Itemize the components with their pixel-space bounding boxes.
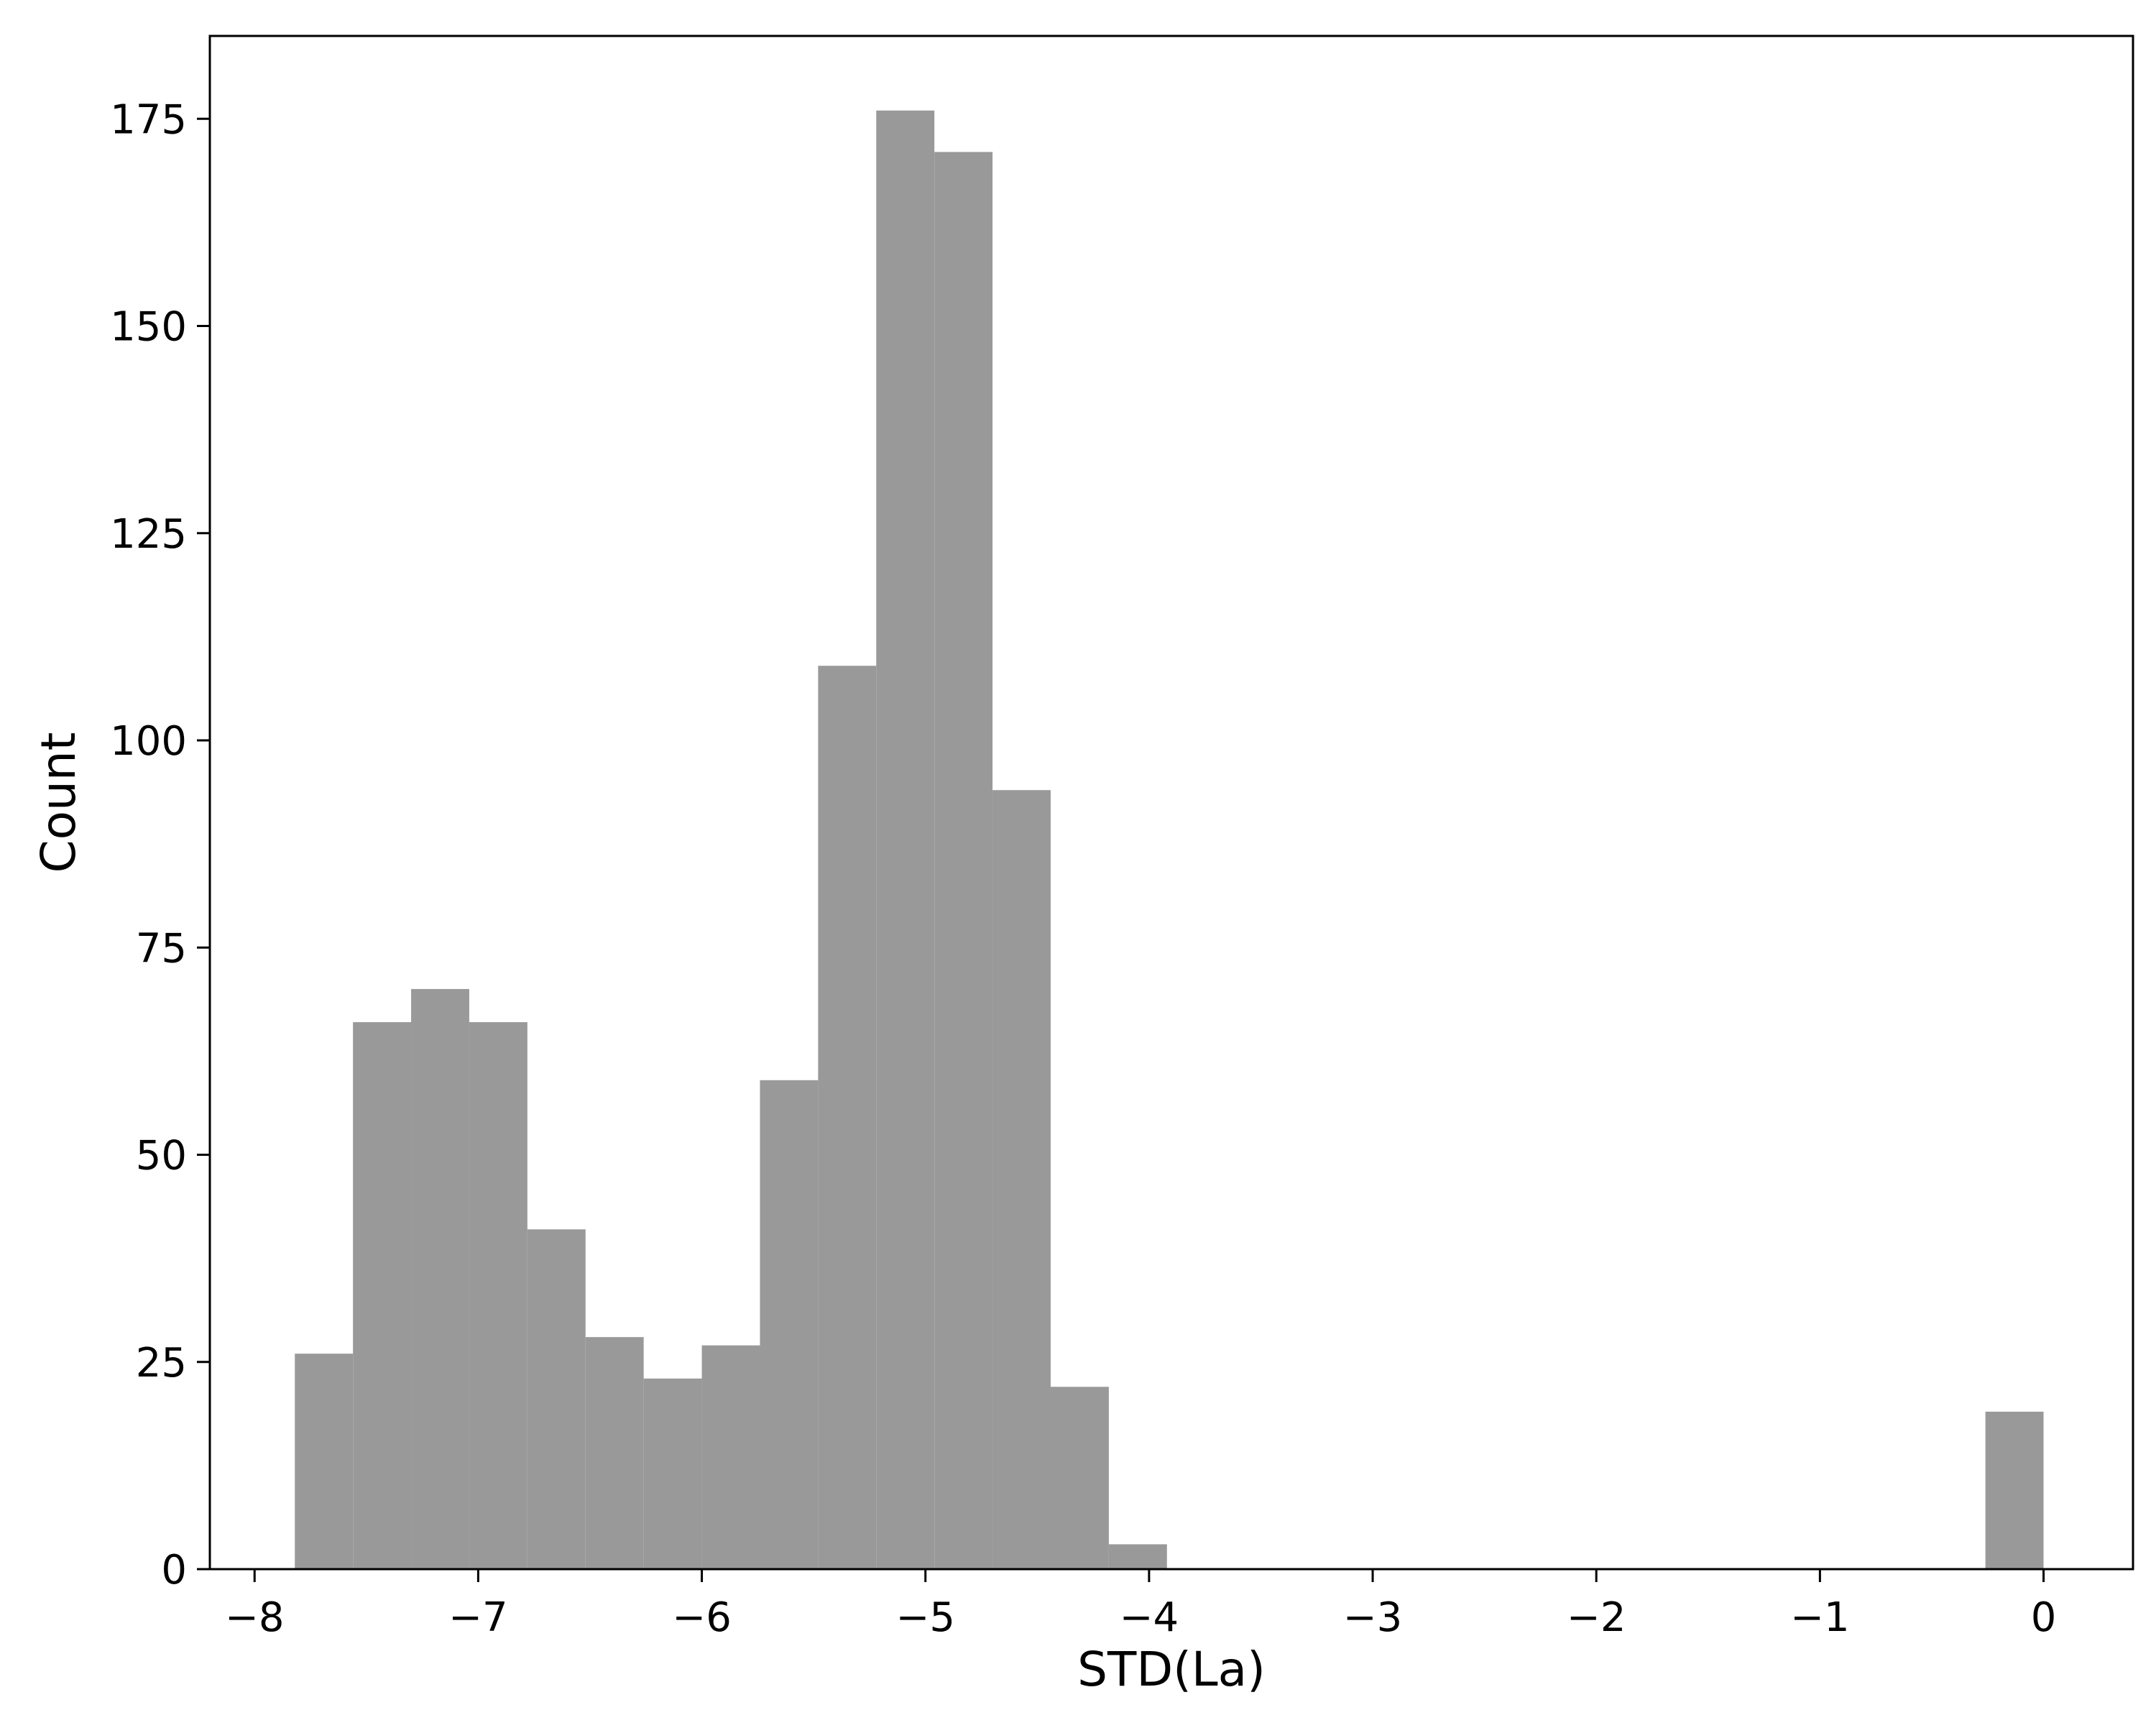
- histogram-bar-8: [760, 1080, 819, 1569]
- x-tick-label: −2: [1567, 1594, 1626, 1641]
- y-tick-label: 175: [110, 96, 187, 143]
- histogram-bar-5: [585, 1337, 644, 1569]
- histogram-bar-10: [876, 110, 935, 1569]
- y-tick-label: 150: [110, 304, 187, 351]
- histogram-bar-6: [643, 1378, 702, 1569]
- x-tick-label: −5: [895, 1594, 955, 1641]
- histogram-bar-7: [701, 1345, 760, 1569]
- x-tick-label: −1: [1790, 1594, 1850, 1641]
- histogram-bar-12: [992, 790, 1051, 1569]
- x-tick-label: −6: [672, 1594, 732, 1641]
- y-tick-label: 75: [136, 925, 187, 972]
- x-tick-label: 0: [2031, 1594, 2057, 1641]
- y-tick-label: 0: [161, 1547, 187, 1594]
- y-tick-label: 25: [136, 1340, 187, 1387]
- histogram-bar-2: [411, 988, 469, 1569]
- bars-layer: [295, 110, 2044, 1569]
- axes-layer: −8 −7 −6 −5 −4 −3 −2 −1 0 0 25 50 75 100 125 150 175: [110, 96, 2056, 1641]
- y-tick-label: 125: [110, 511, 187, 558]
- histogram-bar-4: [527, 1229, 586, 1569]
- plot-frame: [208, 35, 2134, 1571]
- x-tick-label: −7: [448, 1594, 508, 1641]
- x-tick-label: −3: [1343, 1594, 1403, 1641]
- y-axis-label: Count: [31, 732, 86, 873]
- y-tick-label: 100: [110, 718, 187, 765]
- histogram-bar-3: [469, 1022, 528, 1569]
- y-tick-label: 50: [136, 1133, 187, 1180]
- histogram-bar-1: [353, 1022, 412, 1569]
- x-axis-label: STD(La): [1077, 1642, 1266, 1697]
- histogram-bar-14: [1108, 1544, 1167, 1569]
- histogram-bar-9: [818, 666, 877, 1569]
- histogram-bar-13: [1050, 1387, 1109, 1569]
- x-tick-label: −4: [1120, 1594, 1179, 1641]
- histogram-bar-0: [295, 1354, 354, 1569]
- histogram-bar-15: [1985, 1411, 2044, 1569]
- x-tick-label: −8: [225, 1594, 285, 1641]
- histogram-bar-11: [934, 152, 993, 1569]
